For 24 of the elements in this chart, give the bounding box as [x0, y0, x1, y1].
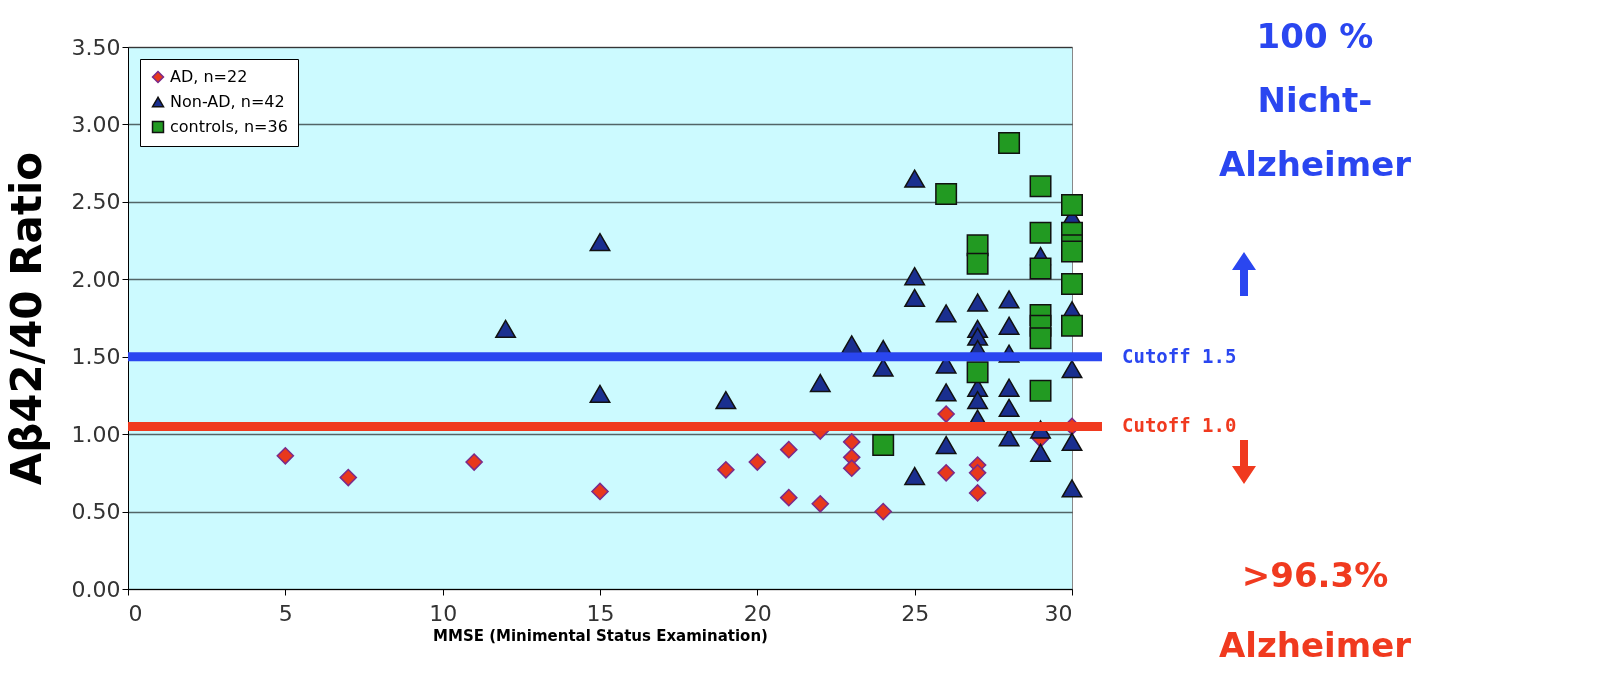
legend-label: controls, n=36 — [170, 117, 288, 136]
x-tick-label: 0 — [128, 600, 143, 626]
y-tick-label: 2.50 — [71, 189, 121, 215]
y-tick-label: 0.50 — [71, 499, 121, 525]
x-tick-label: 25 — [901, 600, 930, 626]
y-tick-label: 2.00 — [71, 266, 121, 292]
y-tick-label: 1.00 — [71, 421, 121, 447]
y-tick-label: 1.50 — [71, 344, 121, 370]
x-tick-label: 15 — [586, 600, 615, 626]
x-axis-title: MMSE (Minimental Status Examination) — [433, 626, 768, 645]
x-tick-label: 10 — [429, 600, 458, 626]
text: 100 % Nicht- Alzheimer — [1218, 15, 1412, 186]
y-axis-title: Aβ42/40 Ratio — [1, 151, 51, 486]
x-tick-label: 30 — [1044, 600, 1073, 626]
y-tick-label: 3.00 — [71, 111, 121, 137]
legend-label: AD, n=22 — [170, 67, 248, 86]
x-tick-label: 20 — [743, 600, 772, 626]
y-tick-label: 3.50 — [71, 34, 121, 60]
y-tick-label: 0.00 — [71, 576, 121, 602]
ref-line-label: Cutoff 1.5 — [1122, 344, 1237, 367]
text: >96.3% Alzheimer — [1218, 554, 1412, 667]
x-tick-label: 5 — [278, 600, 293, 626]
ref-line-label: Cutoff 1.0 — [1122, 414, 1237, 437]
legend-label: Non-AD, n=42 — [170, 92, 285, 111]
